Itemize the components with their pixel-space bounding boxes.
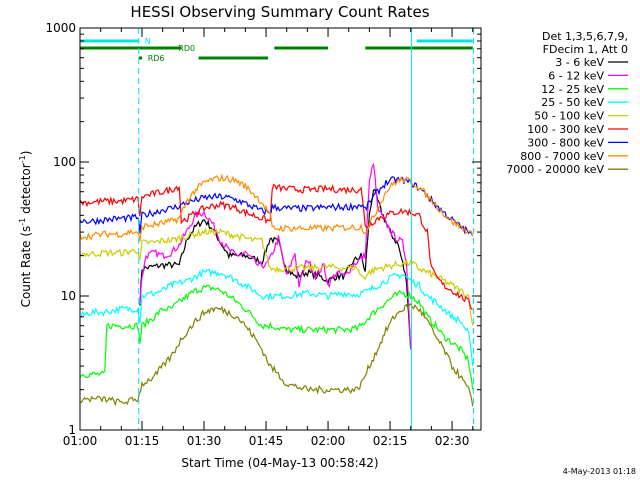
series-line [79, 284, 474, 390]
legend-header: FDecim 1, Att 0 [543, 43, 628, 56]
flag-bars: N RD0 RD6 [80, 37, 473, 63]
series-line [79, 226, 474, 326]
y-tick-label: 1 [68, 423, 76, 437]
legend-entry-label: 100 - 300 keV [527, 123, 604, 136]
legend-entry-label: 7000 - 20000 keV [506, 163, 604, 176]
legend-entry-label: 12 - 25 keV [541, 83, 604, 96]
x-axis-label: Start Time (04-May-13 00:58:42) [181, 456, 378, 470]
x-tick-label: 01:00 [63, 434, 98, 448]
series-line [79, 173, 474, 242]
x-tick-label: 02:30 [435, 434, 470, 448]
x-tick-label: 01:15 [125, 434, 160, 448]
flag-label: N [145, 37, 151, 46]
series-line [79, 268, 474, 367]
legend-entry-label: 3 - 6 keV [555, 56, 604, 69]
legend: Det 1,3,5,6,7,9,FDecim 1, Att 03 - 6 keV… [506, 30, 628, 176]
x-tick-label: 02:15 [373, 434, 408, 448]
flag-label: RD6 [148, 54, 165, 63]
x-tick-label: 02:00 [311, 434, 346, 448]
x-axis-ticks: 01:00 01:15 01:30 01:45 02:00 02:15 02:30 [63, 28, 474, 448]
chart-title: HESSI Observing Summary Count Rates [130, 3, 429, 21]
series-line [139, 162, 412, 350]
legend-entry-label: 25 - 50 keV [541, 96, 604, 109]
legend-entry-label: 6 - 12 keV [548, 69, 604, 82]
y-tick-label: 1000 [45, 21, 76, 35]
legend-entry-label: 50 - 100 keV [534, 110, 604, 123]
y-axis-ticks: 1 10 100 1000 [45, 21, 481, 437]
x-tick-label: 01:45 [249, 434, 284, 448]
series-line [139, 188, 412, 350]
y-axis-label: Count Rate (s-1 detector-1) [18, 151, 33, 308]
vertical-markers [138, 28, 475, 430]
flag-label: RD0 [178, 44, 195, 53]
legend-header: Det 1,3,5,6,7,9, [542, 30, 628, 43]
y-tick-label: 10 [61, 289, 76, 303]
series-line [79, 176, 474, 237]
legend-entry-label: 300 - 800 keV [527, 136, 604, 149]
plot-series [79, 162, 474, 407]
x-tick-label: 01:30 [187, 434, 222, 448]
legend-entry-label: 800 - 7000 keV [520, 150, 604, 163]
plot-frame [79, 27, 482, 431]
y-tick-label: 100 [53, 155, 76, 169]
series-line [79, 303, 474, 407]
footer-date: 4-May-2013 01:18 [563, 467, 636, 476]
series-line [79, 183, 473, 310]
